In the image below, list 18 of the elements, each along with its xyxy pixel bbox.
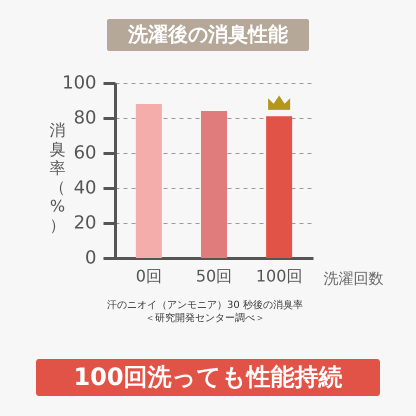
x-tick-label: 50回 xyxy=(196,266,232,286)
x-tick-label: 0回 xyxy=(136,266,162,286)
bar xyxy=(266,116,292,258)
bar xyxy=(200,111,228,258)
text: 汗のニオイ（アンモニア）30 秒後の消臭率 xyxy=(107,299,303,311)
y-tick-label: 40 xyxy=(74,178,96,198)
y-axis-title: 消臭率（%） xyxy=(50,120,66,234)
x-axis-title: 洗濯回数 xyxy=(324,270,384,288)
bar xyxy=(136,104,162,258)
y-tick-label: 20 xyxy=(74,212,96,234)
chart-title: 洗濯後の消臭性能 xyxy=(127,22,288,46)
text: ＜研究開発センター調べ＞ xyxy=(145,312,265,324)
y-tick-label: 80 xyxy=(74,108,96,128)
x-tick-label: 100回 xyxy=(256,266,302,286)
y-tick-label: 0 xyxy=(85,248,96,268)
y-tick-label: 60 xyxy=(74,142,96,164)
text: 100回洗っても性能持続 xyxy=(73,363,343,391)
y-tick-label: 100 xyxy=(62,72,96,94)
